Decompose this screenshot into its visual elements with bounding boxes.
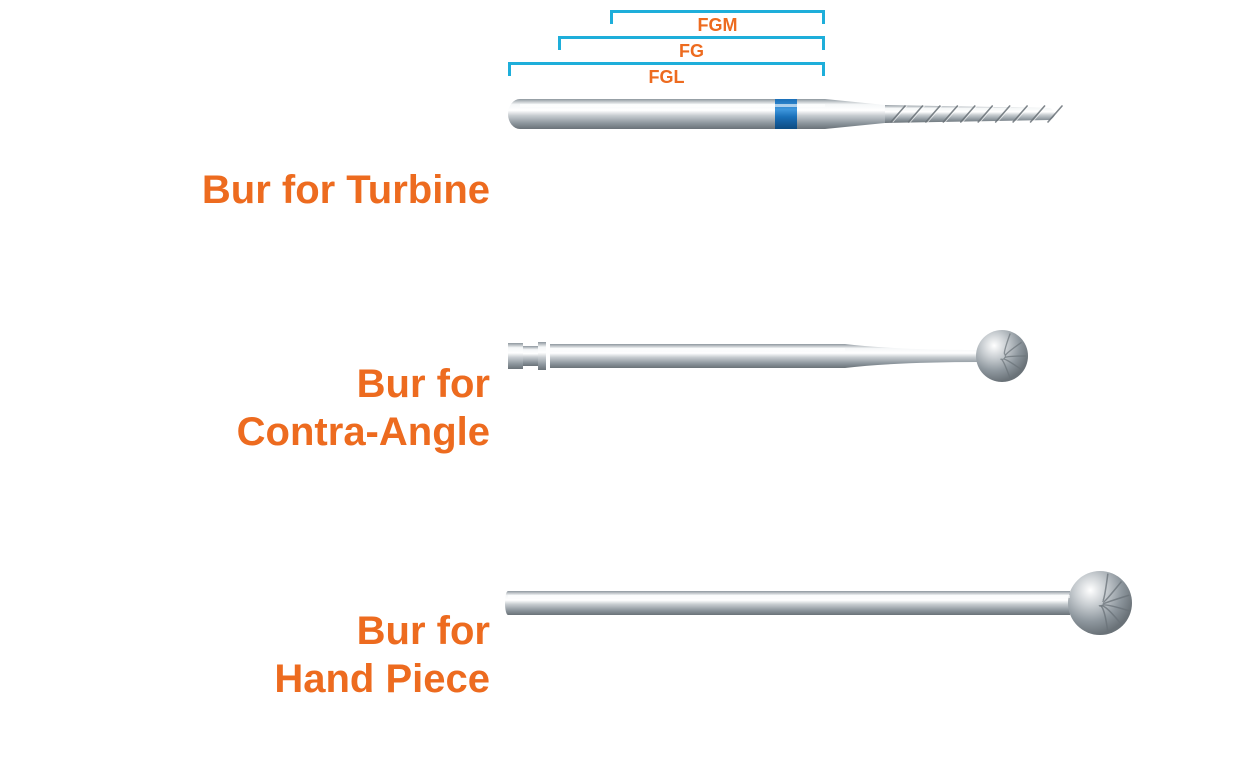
bracket-label: FG xyxy=(558,41,825,62)
row-contra-angle: Bur forContra-Angle xyxy=(0,308,1233,508)
label-line: Contra-Angle xyxy=(237,410,490,454)
bracket-label: FGM xyxy=(610,15,825,36)
illustration-contra-angle xyxy=(500,308,1233,508)
bracket-label: FGL xyxy=(508,67,825,88)
illustration-turbine: FGMFGFGL xyxy=(500,90,1233,290)
row-turbine: Bur for Turbine FGMFGFGL xyxy=(0,90,1233,290)
label-line: Bur for Turbine xyxy=(202,168,490,212)
label-handpiece: Bur forHand Piece xyxy=(0,607,500,703)
illustration-handpiece xyxy=(500,555,1233,755)
label-line: Bur for xyxy=(357,362,490,406)
turbine-bur-icon xyxy=(500,89,1080,139)
label-contra-angle: Bur forContra-Angle xyxy=(0,360,500,456)
label-line: Hand Piece xyxy=(274,657,490,701)
label-turbine: Bur for Turbine xyxy=(0,166,500,214)
row-handpiece: Bur forHand Piece xyxy=(0,555,1233,755)
contra-angle-bur-icon xyxy=(500,326,1040,386)
label-line: Bur for xyxy=(357,609,490,653)
handpiece-bur-icon xyxy=(500,568,1150,638)
